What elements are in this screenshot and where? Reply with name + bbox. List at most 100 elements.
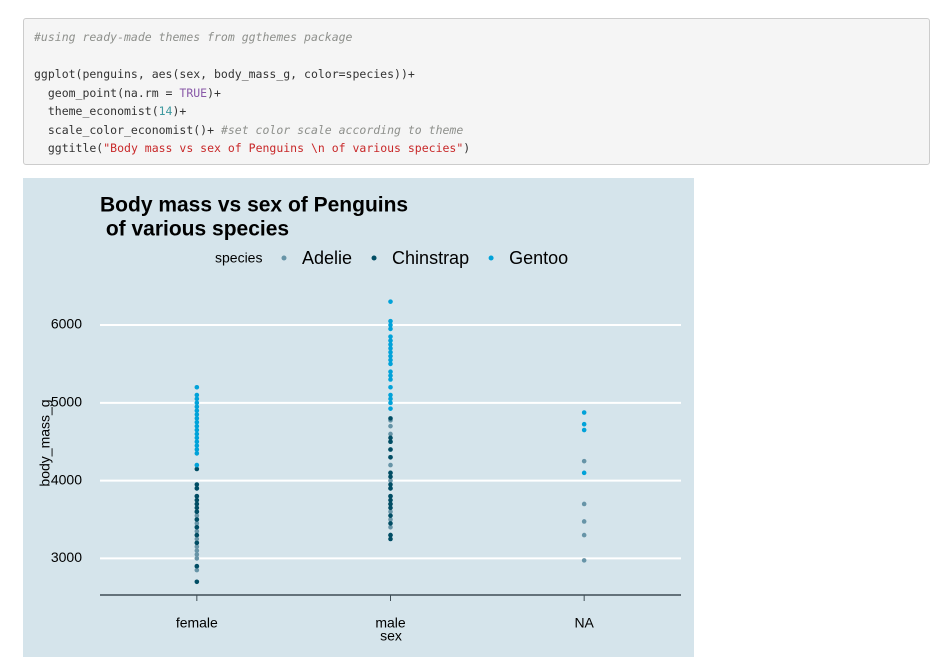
point [388, 513, 393, 518]
legend-label: Gentoo [509, 248, 568, 268]
code-line: ggtitle("Body mass vs sex of Penguins \n… [34, 141, 470, 155]
point [194, 404, 200, 410]
point [388, 373, 393, 378]
code-line: #using ready-made themes from ggthemes p… [34, 30, 353, 44]
point [388, 501, 393, 507]
code-token: theme_economist( [34, 104, 159, 118]
point [194, 408, 200, 413]
point [388, 439, 393, 445]
x-tick-label: female [176, 615, 218, 631]
y-tick-label: 4000 [51, 471, 82, 487]
point [388, 486, 393, 491]
point [194, 416, 200, 421]
point [194, 556, 200, 561]
point [388, 396, 393, 402]
point [194, 497, 200, 503]
point [581, 532, 587, 538]
point [388, 447, 393, 452]
point [388, 349, 393, 355]
point [581, 519, 587, 524]
chart-title: Body mass vs sex of Penguins [100, 194, 408, 217]
code-token: geom_point(na.rm = [34, 86, 180, 100]
point [581, 410, 587, 415]
point [388, 435, 393, 441]
point [388, 482, 393, 487]
point [194, 443, 200, 448]
x-tick-label: male [375, 615, 406, 631]
point [194, 451, 200, 456]
point [194, 563, 200, 569]
point [388, 423, 393, 429]
point [388, 474, 393, 480]
point [388, 334, 393, 339]
point [194, 552, 200, 557]
code-token: ) [463, 141, 471, 155]
chart-title: of various species [100, 218, 289, 241]
point [388, 377, 393, 382]
point [194, 548, 200, 553]
point [388, 521, 393, 526]
point [194, 540, 200, 546]
point [388, 357, 393, 363]
point [194, 427, 200, 433]
point [194, 513, 200, 518]
point [388, 454, 393, 460]
point [581, 427, 587, 433]
code-token: )+ [172, 104, 187, 118]
code-token: 14 [158, 104, 173, 118]
point [194, 466, 200, 472]
code-line: geom_point(na.rm = TRUE)+ [34, 86, 221, 100]
point [388, 384, 393, 390]
point [388, 517, 393, 522]
y-tick-label: 5000 [51, 394, 82, 410]
point [581, 458, 587, 464]
point [388, 406, 393, 411]
point [194, 505, 200, 511]
point [194, 384, 200, 390]
y-tick-label: 6000 [51, 316, 82, 332]
point [388, 532, 393, 538]
point [194, 439, 200, 445]
code-token: ggtitle( [34, 141, 104, 155]
point [194, 482, 200, 487]
code-line: theme_economist(14)+ [34, 104, 187, 118]
point [581, 501, 587, 507]
code-token: scale_color_economist()+ [34, 123, 221, 137]
legend-label: Adelie [302, 248, 352, 268]
code-block: #using ready-made themes from ggthemes p… [23, 18, 930, 165]
point [388, 493, 393, 499]
legend-marker [488, 255, 494, 261]
point [388, 338, 393, 343]
point [194, 579, 200, 585]
x-tick-label: NA [574, 615, 594, 631]
point [194, 435, 200, 441]
code-line: ggplot(penguins, aes(sex, body_mass_g, c… [34, 67, 415, 81]
code-token: )+ [207, 86, 221, 100]
code-token: TRUE [179, 86, 208, 100]
point [194, 423, 200, 429]
point [194, 501, 200, 507]
point [194, 396, 200, 402]
point [388, 299, 393, 304]
code-token: #set color scale according to theme [220, 123, 464, 137]
point [388, 326, 393, 332]
point [194, 412, 200, 417]
point [194, 486, 200, 491]
point [388, 346, 393, 351]
point [194, 419, 200, 425]
point [581, 558, 587, 563]
code-token: "Body mass vs sex of Penguins \n of vari… [103, 141, 464, 155]
point [194, 517, 200, 522]
point [388, 400, 393, 406]
point [581, 470, 587, 476]
point [388, 361, 393, 367]
point [388, 322, 393, 328]
point [194, 525, 200, 530]
point [388, 462, 393, 468]
point [194, 528, 200, 534]
point [388, 342, 393, 347]
point [388, 497, 393, 503]
point [388, 392, 393, 398]
